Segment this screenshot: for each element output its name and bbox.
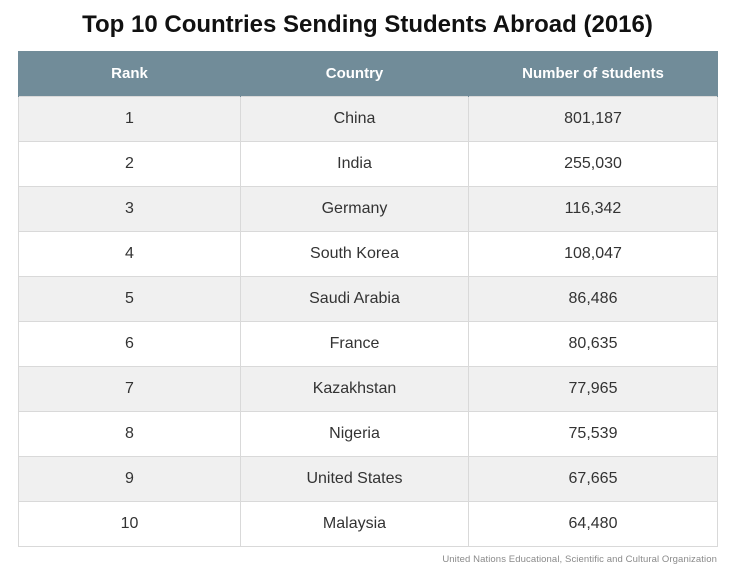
country-cell: China: [240, 96, 469, 142]
country-cell: Malaysia: [240, 501, 469, 547]
column-header-rank: Rank: [18, 51, 241, 97]
rank-cell: 3: [18, 186, 241, 232]
rank-cell: 5: [18, 276, 241, 322]
table-row: 2 India 255,030: [18, 141, 718, 187]
rank-cell: 2: [18, 141, 241, 187]
rank-cell: 8: [18, 411, 241, 457]
table-row: 7 Kazakhstan 77,965: [18, 366, 718, 412]
country-cell: Nigeria: [240, 411, 469, 457]
students-cell: 801,187: [468, 96, 718, 142]
students-cell: 86,486: [468, 276, 718, 322]
country-cell: Kazakhstan: [240, 366, 469, 412]
column-header-number-of-students: Number of students: [468, 51, 718, 97]
rank-cell: 1: [18, 96, 241, 142]
column-header-country: Country: [240, 51, 469, 97]
country-cell: France: [240, 321, 469, 367]
rank-cell: 9: [18, 456, 241, 502]
chart-title: Top 10 Countries Sending Students Abroad…: [82, 11, 653, 38]
table-row: 8 Nigeria 75,539: [18, 411, 718, 457]
data-table: Rank Country Number of students 1 China 80…: [18, 51, 718, 547]
country-cell: Germany: [240, 186, 469, 232]
data-table-container: Rank Country Number of students 1 China 80…: [18, 51, 718, 547]
rank-cell: 10: [18, 501, 241, 547]
table-row: 10 Malaysia 64,480: [18, 501, 718, 547]
table-row: 5 Saudi Arabia 86,486: [18, 276, 718, 322]
country-cell: United States: [240, 456, 469, 502]
rank-cell: 6: [18, 321, 241, 367]
students-cell: 116,342: [468, 186, 718, 232]
students-cell: 255,030: [468, 141, 718, 187]
table-row: 1 China 801,187: [18, 96, 718, 142]
table-header: Rank Country Number of students: [18, 51, 718, 97]
students-cell: 108,047: [468, 231, 718, 277]
students-cell: 77,965: [468, 366, 718, 412]
students-cell: 75,539: [468, 411, 718, 457]
table-row: 3 Germany 116,342: [18, 186, 718, 232]
country-cell: India: [240, 141, 469, 187]
country-cell: Saudi Arabia: [240, 276, 469, 322]
header-row: Rank Country Number of students: [18, 51, 718, 97]
source-note: United Nations Educational, Scientific a…: [442, 554, 717, 565]
table-row: 9 United States 67,665: [18, 456, 718, 502]
table-row: 4 South Korea 108,047: [18, 231, 718, 277]
table-body: 1 China 801,187 2 India 255,030 3 Germany 116,34…: [18, 96, 718, 547]
rank-cell: 4: [18, 231, 241, 277]
students-cell: 67,665: [468, 456, 718, 502]
country-cell: South Korea: [240, 231, 469, 277]
rank-cell: 7: [18, 366, 241, 412]
table-row: 6 France 80,635: [18, 321, 718, 367]
students-cell: 80,635: [468, 321, 718, 367]
students-cell: 64,480: [468, 501, 718, 547]
